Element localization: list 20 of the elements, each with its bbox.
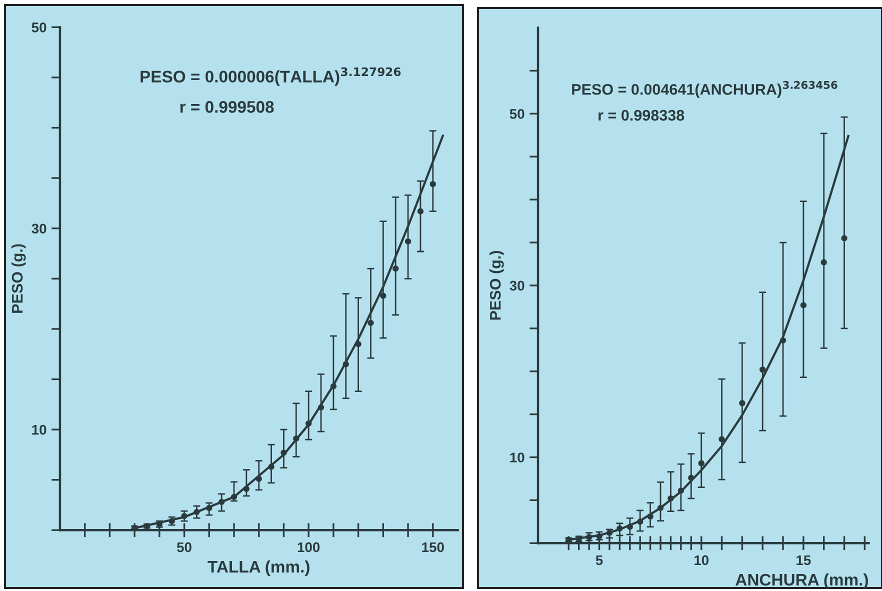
x-axis-title: TALLA (mm.) bbox=[208, 560, 310, 576]
x-tick-label: 15 bbox=[796, 555, 811, 566]
annotation: PESO = 0.000006(TALLA)$^{3.127926}$ bbox=[140, 67, 401, 86]
x-tick-label: 5 bbox=[596, 555, 603, 566]
y-axis-title: PESO (g.) bbox=[11, 244, 26, 313]
y-tick-label: 30 bbox=[32, 224, 46, 234]
y-tick-label: 10 bbox=[510, 452, 524, 462]
x-axis-title: ANCHURA (mm.) bbox=[736, 573, 868, 589]
x-tick-label: 50 bbox=[176, 542, 192, 552]
annotation: PESO = 0.004641(ANCHURA)$^{3.263456}$ bbox=[572, 80, 838, 98]
y-tick-label: 30 bbox=[510, 280, 524, 291]
y-tick-label: 50 bbox=[32, 22, 46, 32]
x-tick-label: 10 bbox=[694, 555, 709, 566]
x-tick-label: 100 bbox=[298, 542, 320, 552]
y-axis-title: PESO (g.) bbox=[490, 250, 504, 320]
x-tick-label: 150 bbox=[422, 542, 444, 552]
annotation: r = 0.998338 bbox=[598, 110, 684, 121]
annotation: r = 0.999508 bbox=[180, 101, 274, 113]
y-tick-label: 50 bbox=[510, 109, 524, 119]
y-tick-label: 10 bbox=[32, 424, 46, 435]
